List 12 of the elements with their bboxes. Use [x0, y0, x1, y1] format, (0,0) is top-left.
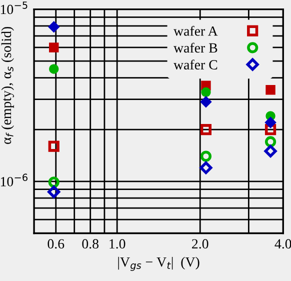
x-tick-label: 0.6 — [48, 239, 64, 249]
y-tick-label: 10$^{−6}$ — [0, 174, 28, 186]
x-axis-title: |V$_{gs}$ − V$_{t}$| (V) — [118, 256, 200, 271]
x-tick-label: 1.0 — [110, 239, 126, 249]
x-tick-label: 0.8 — [82, 239, 98, 249]
legend-label: wafer A — [174, 26, 218, 36]
y-axis-title: α$_{f}$ (empty), α$_{s}$ (solid) — [1, 26, 14, 144]
legend-label: wafer B — [174, 42, 218, 53]
y-tick-label: 10$^{−5}$ — [0, 2, 28, 14]
x-tick-label: 2.0 — [192, 239, 208, 249]
legend-label: wafer C — [174, 60, 218, 70]
x-tick-label: 4.0 — [274, 239, 291, 249]
